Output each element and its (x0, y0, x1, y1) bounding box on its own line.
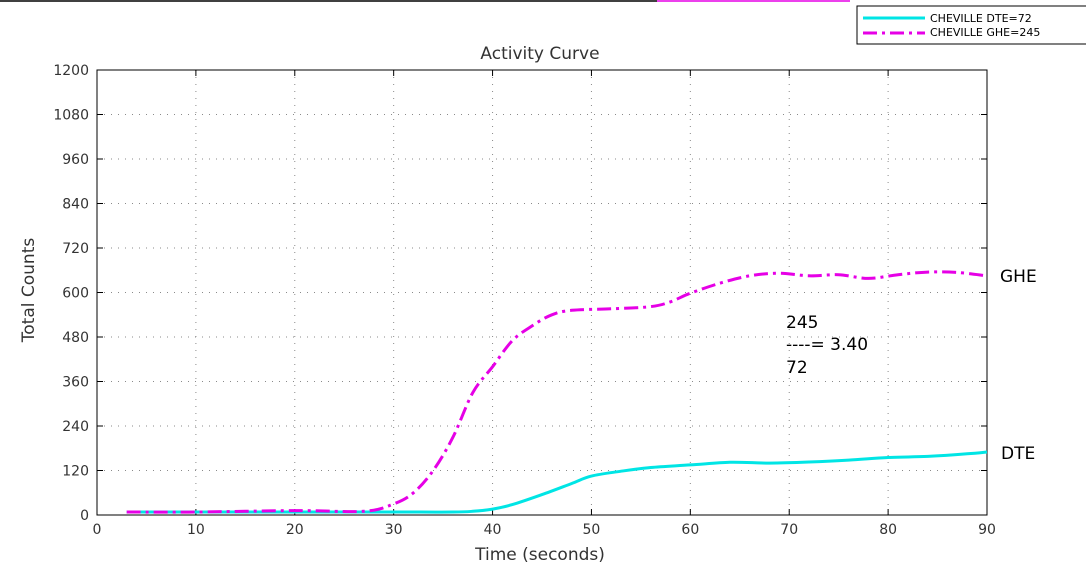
y-tick-label: 1080 (53, 108, 89, 124)
legend-entry-dte: CHEVILLE DTE=72 (930, 12, 1032, 25)
y-axis-label: Total Counts (19, 238, 39, 344)
ratio-fraction-line: ----= 3.40 (786, 335, 868, 355)
ghe-label: GHE (1000, 267, 1037, 287)
chart-title: Activity Curve (480, 44, 599, 64)
y-tick-label: 960 (62, 152, 89, 168)
y-tick-label: 720 (62, 241, 89, 257)
legend: CHEVILLE DTE=72 CHEVILLE GHE=245 (856, 5, 1086, 45)
dte-label: DTE (1001, 444, 1035, 464)
y-tick-label: 600 (62, 286, 89, 302)
series-line-ghe (126, 270, 988, 514)
x-tick-label: 10 (187, 522, 205, 538)
series-line-dte (126, 450, 988, 514)
y-tick-label: 1200 (53, 63, 89, 79)
y-tick-label: 120 (62, 464, 89, 480)
x-tick-label: 30 (385, 522, 403, 538)
x-tick-label: 90 (978, 522, 996, 538)
y-tick-label: 360 (62, 375, 89, 391)
ratio-denominator: 72 (786, 358, 808, 378)
x-tick-label: 50 (583, 522, 601, 538)
y-tick-label: 0 (80, 508, 89, 524)
y-tick-label: 480 (62, 330, 89, 346)
x-tick-label: 60 (681, 522, 699, 538)
x-tick-label: 70 (780, 522, 798, 538)
x-tick-label: 0 (93, 522, 102, 538)
x-tick-label: 40 (484, 522, 502, 538)
ratio-numerator: 245 (786, 313, 818, 333)
axis-ticks: 0 10 20 30 40 50 60 70 80 90 0 120 240 360 480 600 720 84… (53, 63, 996, 538)
x-tick-label: 20 (286, 522, 304, 538)
y-tick-label: 240 (62, 419, 89, 435)
grid-lines (97, 70, 987, 515)
series-lines (126, 270, 988, 514)
x-tick-label: 80 (879, 522, 897, 538)
legend-box (856, 5, 1086, 45)
y-tick-label: 840 (62, 197, 89, 213)
x-axis-label: Time (seconds) (474, 545, 605, 565)
legend-entry-ghe: CHEVILLE GHE=245 (930, 26, 1040, 39)
